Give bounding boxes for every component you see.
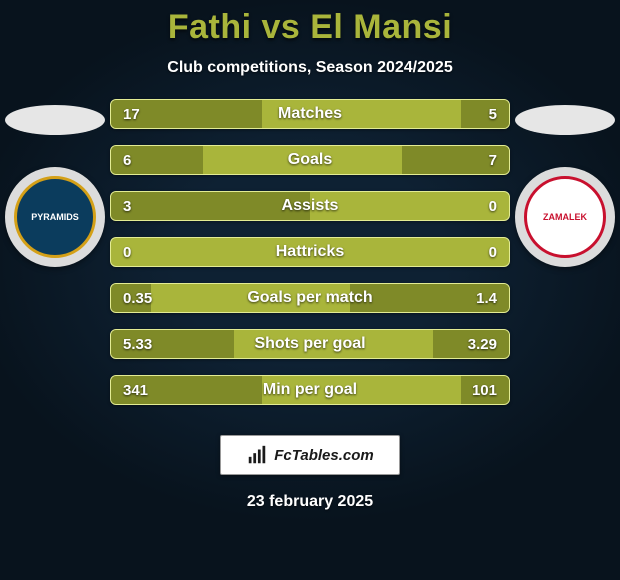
club-badge-right-label: ZAMALEK [543, 212, 587, 222]
stat-label: Hattricks [111, 238, 509, 266]
player-right-photo-placeholder [515, 105, 615, 135]
player-left-column: PYRAMIDS [0, 99, 110, 267]
player-left-club-badge: PYRAMIDS [5, 167, 105, 267]
stat-bar-left [111, 146, 203, 174]
stat-bar-left [111, 330, 234, 358]
club-badge-left-label: PYRAMIDS [31, 212, 79, 222]
stats-container: 175Matches67Goals30Assists00Hattricks0.3… [110, 99, 510, 421]
player-right-column: ZAMALEK [510, 99, 620, 267]
stat-row: 175Matches [110, 99, 510, 129]
stat-bar-right [461, 100, 509, 128]
stat-bar-left [111, 284, 151, 312]
stat-row: 5.333.29Shots per goal [110, 329, 510, 359]
chart-icon [246, 444, 268, 466]
brand-logo: FcTables.com [220, 435, 400, 475]
stat-row: 30Assists [110, 191, 510, 221]
stat-value-right: 0 [477, 238, 509, 266]
stat-bar-right [350, 284, 509, 312]
stat-value-right: 0 [477, 192, 509, 220]
stat-bar-left [111, 376, 262, 404]
stat-bar-right [402, 146, 509, 174]
comparison-area: PYRAMIDS ZAMALEK 175Matches 67Goals 30Assi… [0, 99, 620, 419]
stat-row: 0.351.4Goals per match [110, 283, 510, 313]
stat-row: 0 0Hattricks [110, 237, 510, 267]
player-right-club-badge: ZAMALEK [515, 167, 615, 267]
stat-row: 67Goals [110, 145, 510, 175]
stat-value-left: 0 [111, 238, 143, 266]
footer-date: 23 february 2025 [0, 493, 620, 511]
stat-row: 341101Min per goal [110, 375, 510, 405]
player-left-photo-placeholder [5, 105, 105, 135]
content-root: Fathi vs El Mansi Club competitions, Sea… [0, 0, 620, 580]
brand-text: FcTables.com [274, 447, 373, 464]
stat-bar-right [433, 330, 509, 358]
club-badge-right: ZAMALEK [524, 176, 606, 258]
stat-bar-left [111, 100, 262, 128]
page-title: Fathi vs El Mansi [0, 0, 620, 47]
stat-bar-right [461, 376, 509, 404]
page-subtitle: Club competitions, Season 2024/2025 [0, 59, 620, 77]
stat-bar-left [111, 192, 310, 220]
club-badge-left: PYRAMIDS [14, 176, 96, 258]
